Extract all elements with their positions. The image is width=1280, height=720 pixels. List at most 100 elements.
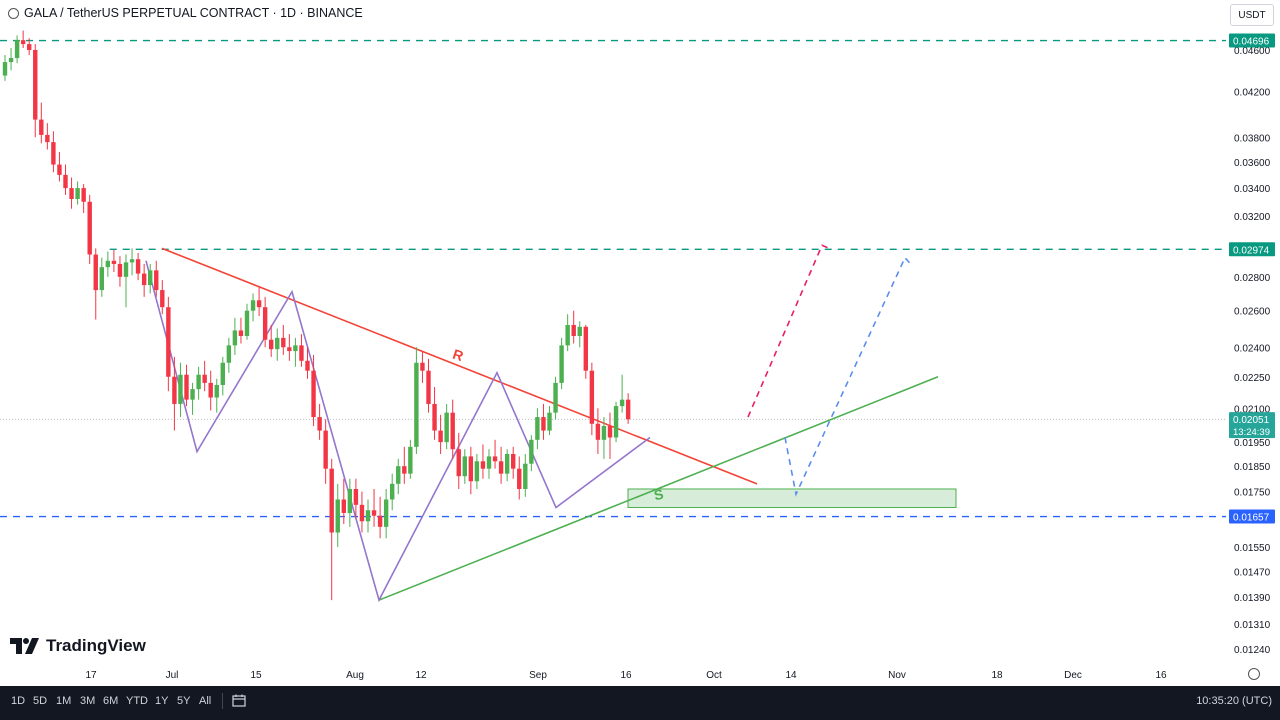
timeframe-6m[interactable]: 6M bbox=[103, 695, 119, 707]
zigzag-pattern bbox=[145, 260, 651, 603]
calendar-icon[interactable] bbox=[232, 694, 246, 707]
candle-68 bbox=[414, 347, 419, 455]
candle-39 bbox=[238, 317, 244, 344]
candle-body-0 bbox=[2, 62, 8, 76]
candle-body-8 bbox=[51, 142, 56, 165]
candle-body-49 bbox=[299, 345, 304, 361]
candle-body-50 bbox=[305, 360, 310, 371]
candle-98 bbox=[595, 408, 601, 455]
candle-25 bbox=[154, 260, 159, 297]
candle-body-69 bbox=[420, 362, 425, 371]
timeframe-1d[interactable]: 1D bbox=[11, 695, 26, 707]
retest-projection-path bbox=[784, 256, 913, 497]
candle-6 bbox=[39, 102, 44, 144]
candle-body-90 bbox=[547, 412, 552, 431]
candle-79 bbox=[480, 444, 486, 479]
candle-36 bbox=[220, 356, 225, 396]
candle-66 bbox=[402, 446, 407, 484]
x-tick-label-12: 16 bbox=[1155, 670, 1167, 681]
candle-body-30 bbox=[184, 374, 189, 400]
candle-body-22 bbox=[135, 259, 141, 274]
candle-75 bbox=[456, 432, 461, 489]
candle-99 bbox=[601, 417, 607, 459]
timeframe-5d[interactable]: 5D bbox=[33, 695, 48, 707]
resistance-trendline bbox=[161, 247, 758, 485]
candle-10 bbox=[63, 164, 68, 195]
x-tick-label-8: 14 bbox=[785, 670, 797, 681]
candle-body-41 bbox=[250, 300, 256, 311]
timeframe-ytd[interactable]: YTD bbox=[126, 695, 148, 707]
price-countdown: 13:24:39 bbox=[1233, 427, 1270, 438]
candle-17 bbox=[105, 251, 111, 277]
candle-body-11 bbox=[69, 188, 74, 199]
candle-body-75 bbox=[456, 449, 461, 477]
candle-body-25 bbox=[154, 270, 159, 291]
candle-body-56 bbox=[341, 499, 346, 513]
candle-body-35 bbox=[214, 384, 219, 398]
candle-body-64 bbox=[390, 483, 395, 500]
candle-body-95 bbox=[577, 326, 582, 336]
timeframe-all[interactable]: All bbox=[199, 695, 212, 707]
candle-body-72 bbox=[438, 430, 443, 443]
timeframe-1y[interactable]: 1Y bbox=[155, 695, 169, 707]
candle-body-88 bbox=[535, 417, 540, 440]
x-tick-label-11: Dec bbox=[1064, 670, 1082, 681]
timeframe-1m[interactable]: 1M bbox=[56, 695, 72, 707]
y-tick-label-3: 0.03600 bbox=[1234, 158, 1271, 169]
candle-33 bbox=[202, 360, 207, 392]
tradingview-logo[interactable]: TradingView bbox=[10, 636, 146, 656]
chart-title: GALA / TetherUS PERPETUAL CONTRACT · 1D … bbox=[24, 6, 363, 20]
timeframe-3m[interactable]: 3M bbox=[80, 695, 96, 707]
candle-body-66 bbox=[402, 466, 407, 474]
candle-71 bbox=[432, 387, 437, 440]
candle-22 bbox=[135, 252, 141, 281]
candle-body-42 bbox=[256, 300, 262, 308]
y-tick-label-13: 0.01750 bbox=[1234, 488, 1271, 499]
y-tick-label-10: 0.02100 bbox=[1234, 404, 1271, 415]
candle-87 bbox=[529, 435, 534, 472]
candle-body-3 bbox=[20, 40, 26, 45]
candle-19 bbox=[117, 256, 123, 287]
currency-button[interactable]: USDT bbox=[1230, 4, 1274, 26]
y-tick-label-4: 0.03400 bbox=[1234, 184, 1271, 195]
candle-31 bbox=[190, 382, 195, 415]
timeframe-5y[interactable]: 5Y bbox=[177, 695, 191, 707]
candle-body-52 bbox=[317, 417, 322, 431]
candle-16 bbox=[99, 257, 104, 297]
candle-94 bbox=[571, 310, 576, 344]
candle-100 bbox=[607, 412, 613, 459]
chart-header[interactable]: GALA / TetherUS PERPETUAL CONTRACT · 1D … bbox=[8, 6, 363, 20]
candle-96 bbox=[583, 324, 588, 379]
candle-42 bbox=[256, 286, 262, 316]
x-tick-label-5: Sep bbox=[529, 670, 547, 681]
price-chart[interactable]: R S 0.04600 0.04200 0.03800 0.03600 0.03400 0.… bbox=[0, 0, 1280, 685]
candle-body-101 bbox=[613, 406, 619, 438]
candle-body-71 bbox=[432, 403, 437, 431]
candle-body-6 bbox=[39, 119, 44, 135]
candle-40 bbox=[244, 303, 250, 340]
candle-body-78 bbox=[474, 461, 480, 482]
y-tick-label-18: 0.01240 bbox=[1234, 645, 1271, 656]
candle-body-23 bbox=[141, 273, 147, 286]
y-tick-label-7: 0.02600 bbox=[1234, 307, 1271, 318]
candle-47 bbox=[287, 334, 292, 361]
tradingview-logo-text: TradingView bbox=[46, 636, 146, 655]
y-tick-label-12: 0.01850 bbox=[1234, 462, 1271, 473]
chart-settings-icon[interactable] bbox=[1248, 668, 1260, 680]
candle-body-65 bbox=[396, 466, 401, 484]
x-tick-label-10: 18 bbox=[991, 670, 1003, 681]
y-tick-label-5: 0.03200 bbox=[1234, 212, 1271, 223]
candle-body-4 bbox=[27, 44, 32, 50]
candle-103 bbox=[625, 393, 631, 424]
candle-86 bbox=[523, 454, 528, 497]
y-tick-label-15: 0.01470 bbox=[1234, 567, 1271, 578]
candle-body-39 bbox=[238, 330, 244, 336]
candle-84 bbox=[511, 446, 516, 479]
candle-51 bbox=[311, 354, 316, 427]
utc-clock[interactable]: 10:35:20 (UTC) bbox=[1196, 695, 1272, 707]
candle-body-85 bbox=[517, 468, 522, 489]
candle-26 bbox=[160, 280, 165, 315]
candle-body-57 bbox=[347, 488, 353, 513]
price-tag-value-0: 0.04696 bbox=[1233, 37, 1270, 48]
